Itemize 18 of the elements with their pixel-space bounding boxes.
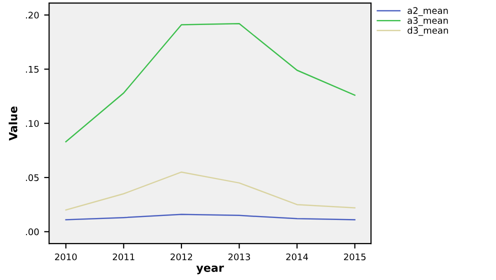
y-tick-label: .15	[26, 66, 39, 73]
legend-label: d3_mean	[408, 26, 448, 36]
legend-label: a2_mean	[408, 7, 448, 16]
x-axis-title: year	[196, 266, 224, 274]
x-tick-label: 2010	[55, 253, 77, 260]
y-axis-title: Value	[8, 106, 18, 141]
x-tick-label: 2015	[344, 253, 366, 260]
line-series	[65, 23, 356, 142]
y-tick-label: .10	[26, 120, 39, 127]
x-tick-label: 2011	[112, 253, 134, 260]
x-tick-label: 2012	[170, 253, 192, 260]
y-tick-label: .20	[26, 12, 39, 19]
legend-label: a3_mean	[408, 17, 448, 26]
x-tick-label: 2014	[286, 253, 308, 260]
line-series	[65, 171, 356, 211]
y-tick-label: .05	[26, 174, 39, 182]
x-tick-label: 2013	[228, 253, 250, 260]
y-tick-label: .00	[26, 228, 39, 236]
